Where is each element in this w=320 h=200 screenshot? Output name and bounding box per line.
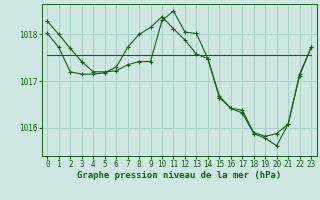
X-axis label: Graphe pression niveau de la mer (hPa): Graphe pression niveau de la mer (hPa): [77, 171, 281, 180]
